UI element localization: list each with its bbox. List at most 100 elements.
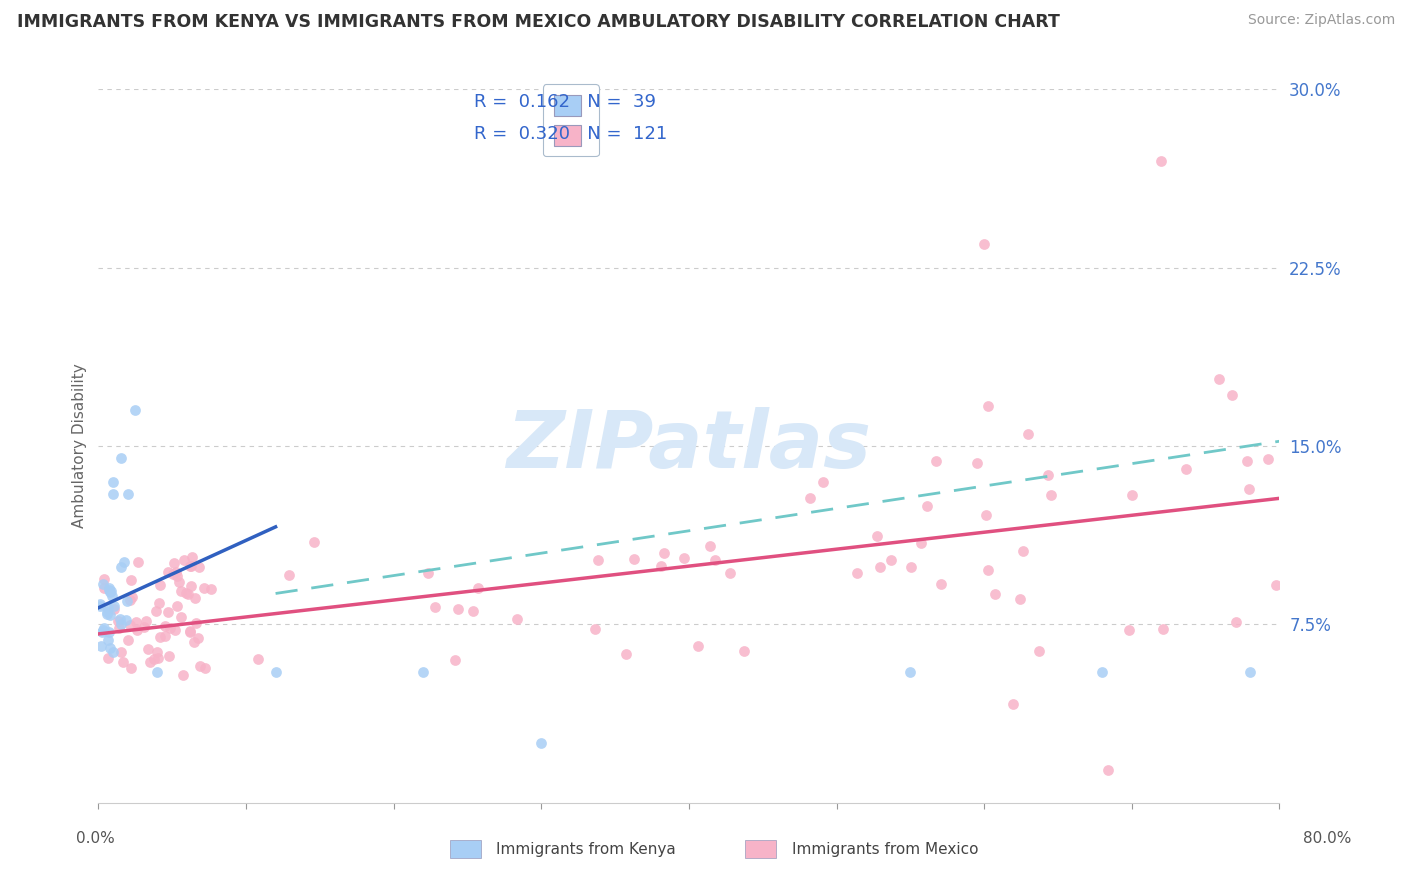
Point: [974, 508, 997, 522]
Point: [530, 736, 553, 750]
Point: [97, 650, 120, 665]
Point: [121, 590, 143, 604]
Point: [977, 399, 1000, 413]
Point: [194, 660, 217, 674]
Point: [91, 624, 114, 639]
Point: [145, 604, 167, 618]
Point: [900, 560, 922, 574]
Point: [112, 555, 135, 569]
Point: [110, 617, 132, 632]
Point: [915, 499, 938, 513]
Point: [103, 486, 125, 500]
Point: [136, 642, 159, 657]
Point: [586, 553, 609, 567]
Point: [166, 599, 188, 613]
Point: [180, 579, 202, 593]
Point: [650, 558, 672, 573]
Point: [1208, 372, 1230, 386]
Text: ZIPatlas: ZIPatlas: [506, 407, 872, 485]
Point: [162, 556, 184, 570]
Point: [1237, 482, 1260, 496]
Point: [156, 565, 179, 579]
Point: [103, 602, 125, 616]
Point: [89, 599, 111, 614]
Text: R =  0.320   N =  121: R = 0.320 N = 121: [474, 125, 668, 143]
Point: [1036, 467, 1059, 482]
Point: [444, 653, 467, 667]
Point: [188, 560, 211, 574]
Point: [1097, 763, 1119, 777]
Point: [180, 550, 202, 565]
Point: [1220, 387, 1243, 401]
Point: [652, 546, 675, 560]
Point: [124, 403, 146, 417]
Point: [672, 550, 695, 565]
Point: [157, 605, 180, 619]
Point: [799, 491, 821, 506]
Point: [110, 560, 132, 574]
Point: [135, 614, 157, 628]
Point: [98, 581, 121, 595]
Point: [101, 589, 124, 603]
Point: [869, 560, 891, 574]
Point: [304, 534, 326, 549]
Text: 80.0%: 80.0%: [1303, 831, 1351, 846]
Point: [910, 535, 932, 549]
Point: [180, 559, 202, 574]
Y-axis label: Ambulatory Disability: Ambulatory Disability: [72, 364, 87, 528]
Point: [193, 581, 215, 595]
Point: [984, 587, 1007, 601]
Text: Immigrants from Kenya: Immigrants from Kenya: [496, 842, 676, 856]
Point: [614, 648, 637, 662]
Point: [98, 641, 121, 656]
Point: [142, 652, 165, 666]
Point: [117, 486, 139, 500]
Point: [1028, 644, 1050, 658]
Point: [138, 655, 160, 669]
Point: [966, 456, 988, 470]
Point: [162, 566, 184, 581]
Point: [107, 620, 129, 634]
Point: [166, 569, 188, 583]
Point: [463, 604, 485, 618]
Point: [1008, 591, 1031, 606]
Point: [1225, 615, 1247, 629]
Point: [91, 624, 114, 638]
Point: [186, 615, 208, 630]
Text: R =  0.162   N =  39: R = 0.162 N = 39: [474, 93, 657, 111]
Point: [172, 667, 194, 681]
Point: [174, 586, 197, 600]
Point: [1152, 622, 1174, 636]
Point: [1040, 488, 1063, 502]
Point: [447, 601, 470, 615]
Point: [623, 552, 645, 566]
Point: [200, 582, 222, 597]
Point: [900, 665, 922, 679]
Point: [125, 615, 148, 629]
Point: [157, 649, 180, 664]
Point: [278, 567, 301, 582]
Point: [1236, 454, 1258, 468]
Point: [1091, 665, 1114, 679]
Point: [111, 655, 134, 669]
Point: [159, 621, 181, 635]
Legend: , : ,: [543, 84, 599, 156]
Point: [103, 475, 125, 489]
Point: [179, 624, 201, 638]
Point: [110, 645, 132, 659]
Point: [467, 582, 489, 596]
Point: [153, 619, 176, 633]
Point: [879, 553, 901, 567]
Point: [183, 635, 205, 649]
Point: [416, 566, 439, 581]
Point: [146, 645, 169, 659]
Point: [264, 665, 287, 679]
Point: [100, 584, 122, 599]
Point: [114, 613, 136, 627]
Point: [120, 573, 142, 587]
Text: Source: ZipAtlas.com: Source: ZipAtlas.com: [1247, 13, 1395, 28]
Point: [107, 615, 129, 629]
Point: [973, 236, 995, 251]
Point: [125, 623, 148, 637]
Point: [425, 600, 447, 615]
